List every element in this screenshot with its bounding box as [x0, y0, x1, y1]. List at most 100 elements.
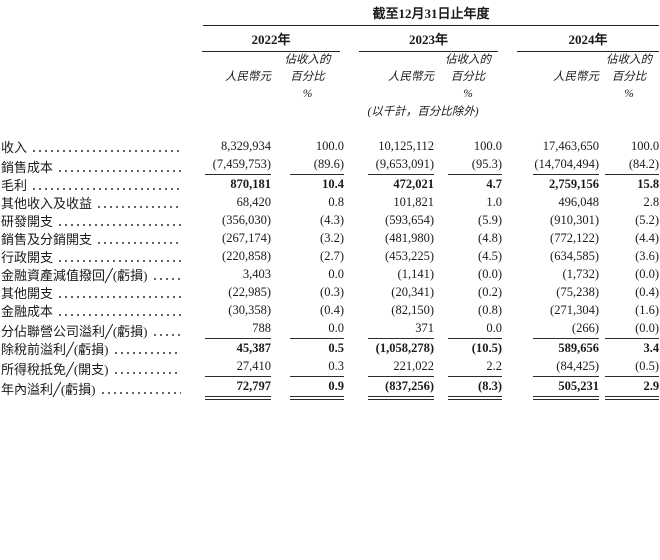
dot-leader — [31, 187, 181, 191]
units-note: (以千計，百分比除外) — [367, 106, 479, 118]
rmb-2022-cell: 870,181 — [187, 175, 271, 193]
row-label: 除稅前溢利╱(虧損) — [1, 342, 109, 357]
pct-2024-value: 100.0 — [630, 139, 660, 153]
rmb-2023-value: (82,150) — [391, 303, 434, 317]
pct-2022-cell: 0.9 — [271, 377, 344, 400]
rmb-2022-value: 788 — [205, 321, 271, 339]
table-row: 收入 8,329,934 100.0 10,125,112 100.0 17,4… — [1, 119, 659, 155]
pct-label-line1: 佔收入的 — [606, 54, 653, 66]
pct-2024-cell: (0.4) — [599, 283, 659, 301]
pct-2023-cell: 2.2 — [434, 357, 502, 377]
pct-2024-value: (3.6) — [635, 249, 660, 263]
pct-2024-value: (0.5) — [605, 359, 660, 377]
dot-leader — [96, 205, 181, 209]
pct-2024-cell: 3.4 — [599, 339, 659, 357]
rmb-2023-value: 10,125,112 — [378, 139, 434, 153]
pct-2024-cell: (0.5) — [599, 357, 660, 377]
rmb-2022-cell: (220,858) — [187, 247, 271, 265]
dot-leader — [112, 371, 181, 375]
table-row: 行政開支 (220,858) (2.7) (453,225) (4.5) (63… — [1, 247, 659, 265]
rmb-2024-cell: 17,463,650 — [502, 119, 599, 155]
row-label-cell: 銷售及分銷開支 — [1, 229, 187, 247]
dot-leader — [57, 169, 181, 173]
rmb-2022-cell: 27,410 — [187, 357, 271, 377]
row-label: 研發開支 — [1, 214, 54, 229]
rmb-2022-cell: 68,420 — [187, 193, 271, 211]
rmb-2022-value: 870,181 — [230, 177, 271, 191]
rmb-2023-cell: (453,225) — [344, 247, 434, 265]
row-label: 金融資產減值撥回╱(虧損) — [1, 268, 148, 283]
rmb-2023-value: 371 — [368, 321, 434, 339]
pct-2023-cell: (10.5) — [434, 339, 502, 357]
rmb-2024-cell: 496,048 — [502, 193, 599, 211]
row-label: 金融成本 — [1, 304, 54, 319]
year-label: 2024年 — [517, 32, 660, 52]
rmb-2023-value: 221,022 — [368, 359, 434, 377]
rmb-2024-value: 589,656 — [558, 341, 599, 355]
period-header-row: 截至12月31日止年度 — [1, 6, 660, 26]
row-label-cell: 金融成本 — [1, 301, 187, 319]
pct-2022-value: 0.8 — [328, 195, 344, 209]
pct-2024-cell: (0.0) — [599, 265, 659, 283]
year-label: 2022年 — [202, 32, 340, 52]
table-row: 金融成本 (30,358) (0.4) (82,150) (0.8) (271,… — [1, 301, 659, 319]
pct-2022-value: 0.5 — [328, 341, 344, 355]
row-label-cell: 研發開支 — [1, 211, 187, 229]
income-statement-table: 截至12月31日止年度 2022年 2023年 2024年 人民幣元 — [1, 6, 660, 400]
spacer-cell — [1, 103, 187, 119]
pct-2022-cell: (4.3) — [271, 211, 344, 229]
pct-label-line2: 百分比 — [611, 71, 647, 83]
rmb-2023-value: (453,225) — [385, 249, 434, 263]
pct-column-header-2022: 佔收入的 百分比 % — [271, 52, 344, 103]
pct-2022-value: 0.0 — [290, 321, 344, 339]
rmb-2024-cell: (271,304) — [502, 301, 599, 319]
row-label-cell: 金融資產減值撥回╱(虧損) — [1, 265, 187, 283]
rmb-2024-cell: (1,732) — [502, 265, 599, 283]
pct-2022-cell: (2.7) — [271, 247, 344, 265]
rmb-2024-value: 17,463,650 — [542, 139, 599, 153]
pct-column-header-2024: 佔收入的 百分比 % — [599, 52, 659, 103]
pct-2023-cell: (95.3) — [434, 155, 502, 175]
pct-2023-value: (10.5) — [471, 341, 502, 355]
pct-2022-cell: 0.3 — [271, 357, 344, 377]
pct-2024-cell: (5.2) — [599, 211, 659, 229]
rmb-2022-cell: (356,030) — [187, 211, 271, 229]
dot-leader — [57, 223, 181, 227]
rmb-2023-cell: (1,141) — [344, 265, 434, 283]
spacer-cell — [1, 6, 187, 26]
year-label: 2023年 — [359, 32, 498, 52]
rmb-2023-value: (20,341) — [391, 285, 434, 299]
rmb-2024-cell: 2,759,156 — [502, 175, 599, 193]
pct-2022-value: (0.3) — [320, 285, 344, 299]
table-row: 其他收入及收益 68,420 0.8 101,821 1.0 496,048 2… — [1, 193, 659, 211]
rmb-2022-value: 27,410 — [205, 359, 271, 377]
rmb-2024-cell: 589,656 — [502, 339, 599, 357]
pct-2023-cell: 100.0 — [434, 119, 502, 155]
rmb-2023-cell: (837,256) — [344, 377, 434, 400]
period-title: 截至12月31日止年度 — [203, 6, 660, 26]
row-label: 銷售及分銷開支 — [1, 232, 93, 247]
year-header-2024: 2024年 — [502, 26, 660, 52]
rmb-2023-cell: 371 — [344, 319, 434, 339]
rmb-2023-value: (593,654) — [385, 213, 434, 227]
rmb-column-header-2022: 人民幣元 — [187, 52, 271, 103]
rmb-2024-cell: (84,425) — [502, 357, 599, 377]
rmb-2022-value: 68,420 — [236, 195, 271, 209]
pct-2022-value: 10.4 — [322, 177, 344, 191]
pct-2024-value: (0.0) — [635, 267, 660, 281]
pct-2024-cell: (1.6) — [599, 301, 659, 319]
pct-2023-value: (0.2) — [478, 285, 502, 299]
rmb-2023-cell: (20,341) — [344, 283, 434, 301]
spacer-cell — [1, 52, 187, 103]
pct-2023-cell: (0.2) — [434, 283, 502, 301]
rmb-2024-cell: (75,238) — [502, 283, 599, 301]
rmb-2022-cell: (267,174) — [187, 229, 271, 247]
row-label: 年內溢利╱(虧損) — [1, 382, 96, 397]
pct-2022-value: (4.3) — [320, 213, 344, 227]
row-label-cell: 毛利 — [1, 175, 187, 193]
rmb-2022-value: (30,358) — [228, 303, 271, 317]
pct-label-line3: % — [463, 88, 473, 100]
pct-2022-cell: 0.0 — [271, 319, 344, 339]
row-label: 毛利 — [1, 178, 28, 193]
pct-2022-cell: 100.0 — [271, 119, 344, 155]
